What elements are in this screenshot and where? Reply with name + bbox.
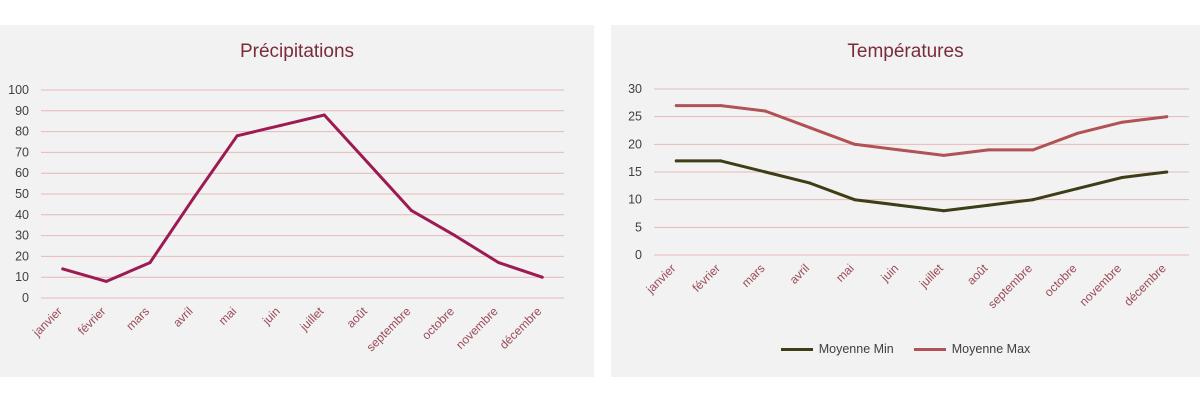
y-tick-label: 60 — [15, 166, 29, 180]
data-point — [540, 275, 544, 279]
data-point — [719, 159, 723, 163]
data-point — [235, 134, 239, 138]
x-tick-label: février — [75, 304, 108, 337]
y-tick-label: 90 — [15, 104, 29, 118]
data-point — [1165, 170, 1169, 174]
x-tick-label: mars — [123, 304, 152, 333]
x-tick-label: juin — [878, 261, 902, 285]
x-tick-label: avril — [787, 261, 812, 286]
data-point — [763, 170, 767, 174]
y-tick-label: 30 — [15, 229, 29, 243]
legend-swatch — [780, 347, 813, 351]
data-point — [61, 267, 65, 271]
data-point — [1076, 131, 1080, 135]
y-tick-label: 10 — [15, 270, 29, 284]
data-point — [897, 148, 901, 152]
x-tick-label: avril — [170, 304, 195, 329]
data-point — [409, 209, 413, 213]
y-tick-label: 10 — [628, 193, 642, 207]
data-point — [453, 234, 457, 238]
data-point — [279, 123, 283, 127]
data-point — [808, 181, 812, 185]
x-tick-label: novembre — [1077, 261, 1125, 309]
data-point — [1120, 120, 1124, 124]
x-tick-label: mai — [216, 304, 240, 328]
y-tick-label: 20 — [15, 249, 29, 263]
y-tick-label: 80 — [15, 125, 29, 139]
legend-swatch — [913, 347, 946, 351]
data-point — [853, 198, 857, 202]
x-tick-label: juillet — [296, 304, 326, 334]
legend-label: Moyenne Min — [818, 342, 894, 356]
chart-title: Précipitations — [239, 41, 355, 62]
data-point — [1031, 198, 1035, 202]
x-tick-label: juin — [259, 304, 283, 328]
legend-label: Moyenne Max — [951, 342, 1031, 356]
chart-legend: Moyenne Min Moyenne Max — [611, 342, 1200, 356]
precipitation-chart: 0 10 20 30 40 50 60 70 80 90 100 janvier février mars… — [8, 83, 564, 354]
data-point — [674, 159, 678, 163]
data-point — [148, 261, 152, 265]
data-point — [986, 148, 990, 152]
y-tick-label: 0 — [635, 248, 642, 262]
data-point — [366, 161, 370, 165]
data-point — [853, 142, 857, 146]
data-point — [104, 279, 108, 283]
y-tick-label: 30 — [628, 82, 642, 96]
y-tick-label: 20 — [628, 137, 642, 151]
x-tick-label: juillet — [916, 261, 946, 291]
data-point — [1031, 148, 1035, 152]
x-tick-label: septembre — [364, 304, 414, 354]
data-point — [808, 126, 812, 130]
x-tick-label: octobre — [419, 304, 457, 342]
temperature-chart-panel: Températures 0 5 10 15 20 25 30 janvier février m… — [611, 25, 1200, 377]
legend-item-min: Moyenne Min — [780, 342, 894, 356]
series-line-1 — [674, 104, 1169, 157]
series-line-0 — [674, 159, 1169, 213]
data-point — [322, 113, 326, 117]
data-point — [763, 109, 767, 113]
x-tick-label: février — [690, 261, 723, 294]
x-tick-label: septembre — [985, 261, 1035, 311]
data-point — [942, 153, 946, 157]
y-tick-label: 100 — [8, 83, 29, 97]
data-point — [986, 203, 990, 207]
x-tick-label: août — [964, 261, 991, 288]
x-tick-label: mai — [833, 261, 857, 285]
y-tick-label: 50 — [15, 187, 29, 201]
x-tick-label: août — [344, 304, 371, 331]
y-tick-label: 15 — [628, 165, 642, 179]
y-tick-label: 25 — [628, 110, 642, 124]
y-tick-label: 40 — [15, 208, 29, 222]
data-point — [192, 196, 196, 200]
y-tick-label: 70 — [15, 145, 29, 159]
data-point — [1165, 115, 1169, 119]
y-tick-label: 0 — [22, 291, 29, 305]
x-tick-label: décembre — [1121, 261, 1169, 309]
series-line-0 — [61, 113, 544, 283]
y-tick-label: 5 — [635, 220, 642, 234]
data-point — [497, 261, 501, 265]
x-tick-label: novembre — [453, 304, 501, 352]
x-tick-label: janvier — [643, 261, 679, 297]
data-point — [897, 203, 901, 207]
precipitation-chart-panel: Précipitations 0 10 20 30 40 50 60 70 80 90 100 jan… — [0, 25, 594, 377]
x-tick-label: mars — [739, 261, 768, 290]
data-point — [719, 104, 723, 108]
chart-title: Températures — [847, 41, 964, 62]
x-tick-label: décembre — [497, 304, 545, 352]
data-point — [1120, 176, 1124, 180]
data-point — [942, 209, 946, 213]
x-tick-label: octobre — [1041, 261, 1079, 299]
legend-item-max: Moyenne Max — [913, 342, 1031, 356]
data-point — [674, 104, 678, 108]
data-point — [1076, 187, 1080, 191]
x-tick-label: janvier — [29, 304, 65, 340]
